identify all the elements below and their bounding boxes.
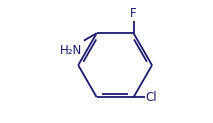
Text: H₂N: H₂N — [60, 44, 82, 57]
Text: Cl: Cl — [146, 91, 157, 104]
Text: F: F — [130, 7, 137, 20]
